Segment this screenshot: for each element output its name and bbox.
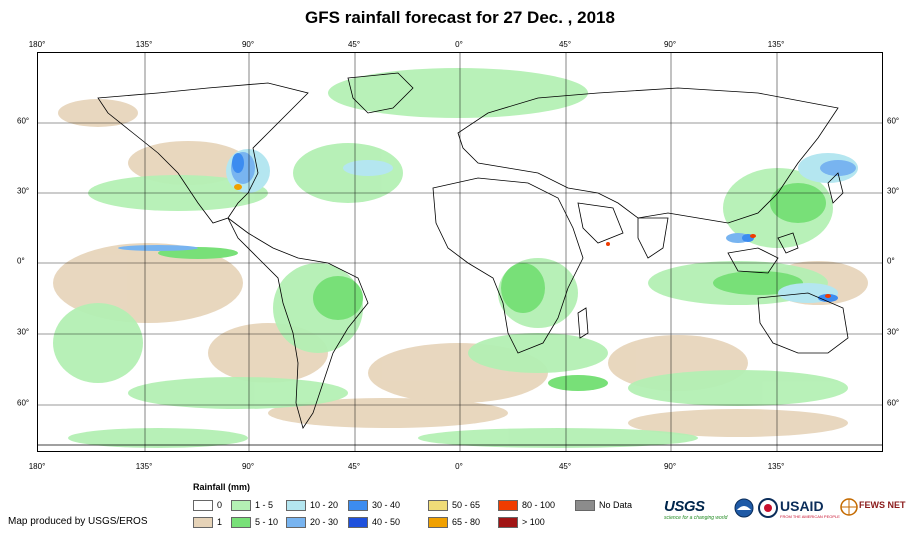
- rainfall-30-40mm-areas: [232, 153, 838, 302]
- rainfall-5-10mm-areas: [158, 183, 826, 391]
- legend-swatch: [286, 517, 306, 528]
- lon-tick-top: 45°: [558, 40, 572, 49]
- lat-tick-left: 60°: [17, 116, 30, 126]
- legend-title: Rainfall (mm): [193, 482, 251, 492]
- legend-swatch: [348, 500, 368, 511]
- rainfall-map: [37, 52, 883, 452]
- legend-label: 30 - 40: [372, 500, 401, 510]
- legend-label: > 100: [522, 517, 545, 527]
- lat-tick-right: 60°: [887, 398, 900, 408]
- lon-tick-bottom: 45°: [558, 462, 572, 471]
- map-svg: [38, 53, 882, 451]
- fews-logo-text: FEWS NET: [859, 500, 906, 510]
- legend-swatch: [193, 517, 213, 528]
- noaa-seal-icon-svg: [734, 498, 754, 518]
- legend-swatch: [231, 500, 251, 511]
- lat-tick-left: 30°: [17, 327, 30, 337]
- legend-swatch: [575, 500, 595, 511]
- lon-tick-top: 0°: [455, 40, 463, 49]
- usaid-logo: USAID FROM THE AMERICAN PEOPLE: [780, 498, 840, 528]
- lon-tick-top: 135°: [135, 40, 153, 49]
- legend-swatch: [193, 500, 213, 511]
- legend-label: 1 - 5: [255, 500, 274, 510]
- legend-label: 40 - 50: [372, 517, 401, 527]
- rainfall-1mm-areas: [53, 99, 868, 437]
- legend-label: 65 - 80: [452, 517, 481, 527]
- lon-tick-top: 45°: [347, 40, 361, 49]
- lon-tick-bottom: 90°: [663, 462, 677, 471]
- legend-swatch: [231, 517, 251, 528]
- usgs-logo: USGS science for a changing world: [664, 498, 732, 528]
- usgs-logo-text: USGS: [664, 498, 705, 515]
- graticule: [38, 53, 882, 451]
- lon-tick-bottom: 135°: [135, 462, 153, 471]
- fews-globe-icon: [840, 498, 858, 516]
- usaid-tagline: FROM THE AMERICAN PEOPLE: [780, 514, 840, 519]
- lat-tick-right: 60°: [887, 116, 900, 126]
- legend: 0 1 1 - 5 5 - 10 10 - 20 20 - 30 30 - 40…: [193, 500, 653, 536]
- agency-logos: USGS science for a changing world USAID …: [664, 498, 914, 530]
- legend-swatch: [498, 500, 518, 511]
- lon-tick-bottom: 45°: [347, 462, 361, 471]
- lon-tick-bottom: 180°: [28, 462, 46, 471]
- lat-tick-right: 0°: [887, 256, 895, 266]
- lat-tick-left: 0°: [17, 256, 25, 266]
- lon-tick-top: 135°: [767, 40, 785, 49]
- lon-tick-top: 90°: [241, 40, 255, 49]
- legend-label: No Data: [599, 500, 633, 510]
- lat-tick-right: 30°: [887, 327, 900, 337]
- legend-swatch: [428, 517, 448, 528]
- legend-label: 1: [217, 517, 223, 527]
- legend-swatch: [498, 517, 518, 528]
- lon-tick-top: 90°: [663, 40, 677, 49]
- legend-label: 80 - 100: [522, 500, 556, 510]
- lat-tick-left: 60°: [17, 398, 30, 408]
- fews-net-logo: FEWS NET: [840, 498, 914, 528]
- usaid-seal-icon: [758, 498, 780, 528]
- legend-label: 50 - 65: [452, 500, 481, 510]
- lon-tick-bottom: 0°: [455, 462, 463, 471]
- lat-tick-left: 30°: [17, 186, 30, 196]
- usaid-logo-text: USAID: [780, 498, 824, 514]
- lon-tick-bottom: 135°: [767, 462, 785, 471]
- rainfall-heavy-spots: [234, 184, 831, 298]
- legend-swatch: [286, 500, 306, 511]
- legend-label: 0: [217, 500, 223, 510]
- lat-tick-right: 30°: [887, 186, 900, 196]
- usaid-seal-icon-svg: [758, 498, 778, 518]
- usgs-tagline: science for a changing world: [664, 515, 728, 521]
- noaa-seal-icon: [734, 498, 756, 528]
- map-title: GFS rainfall forecast for 27 Dec. , 2018: [305, 8, 615, 27]
- legend-label: 5 - 10: [255, 517, 279, 527]
- legend-label: 20 - 30: [310, 517, 339, 527]
- lon-tick-bottom: 90°: [241, 462, 255, 471]
- credit-text: Map produced by USGS/EROS: [8, 516, 148, 527]
- legend-swatch: [428, 500, 448, 511]
- lon-tick-top: 180°: [28, 40, 46, 49]
- legend-label: 10 - 20: [310, 500, 339, 510]
- legend-swatch: [348, 517, 368, 528]
